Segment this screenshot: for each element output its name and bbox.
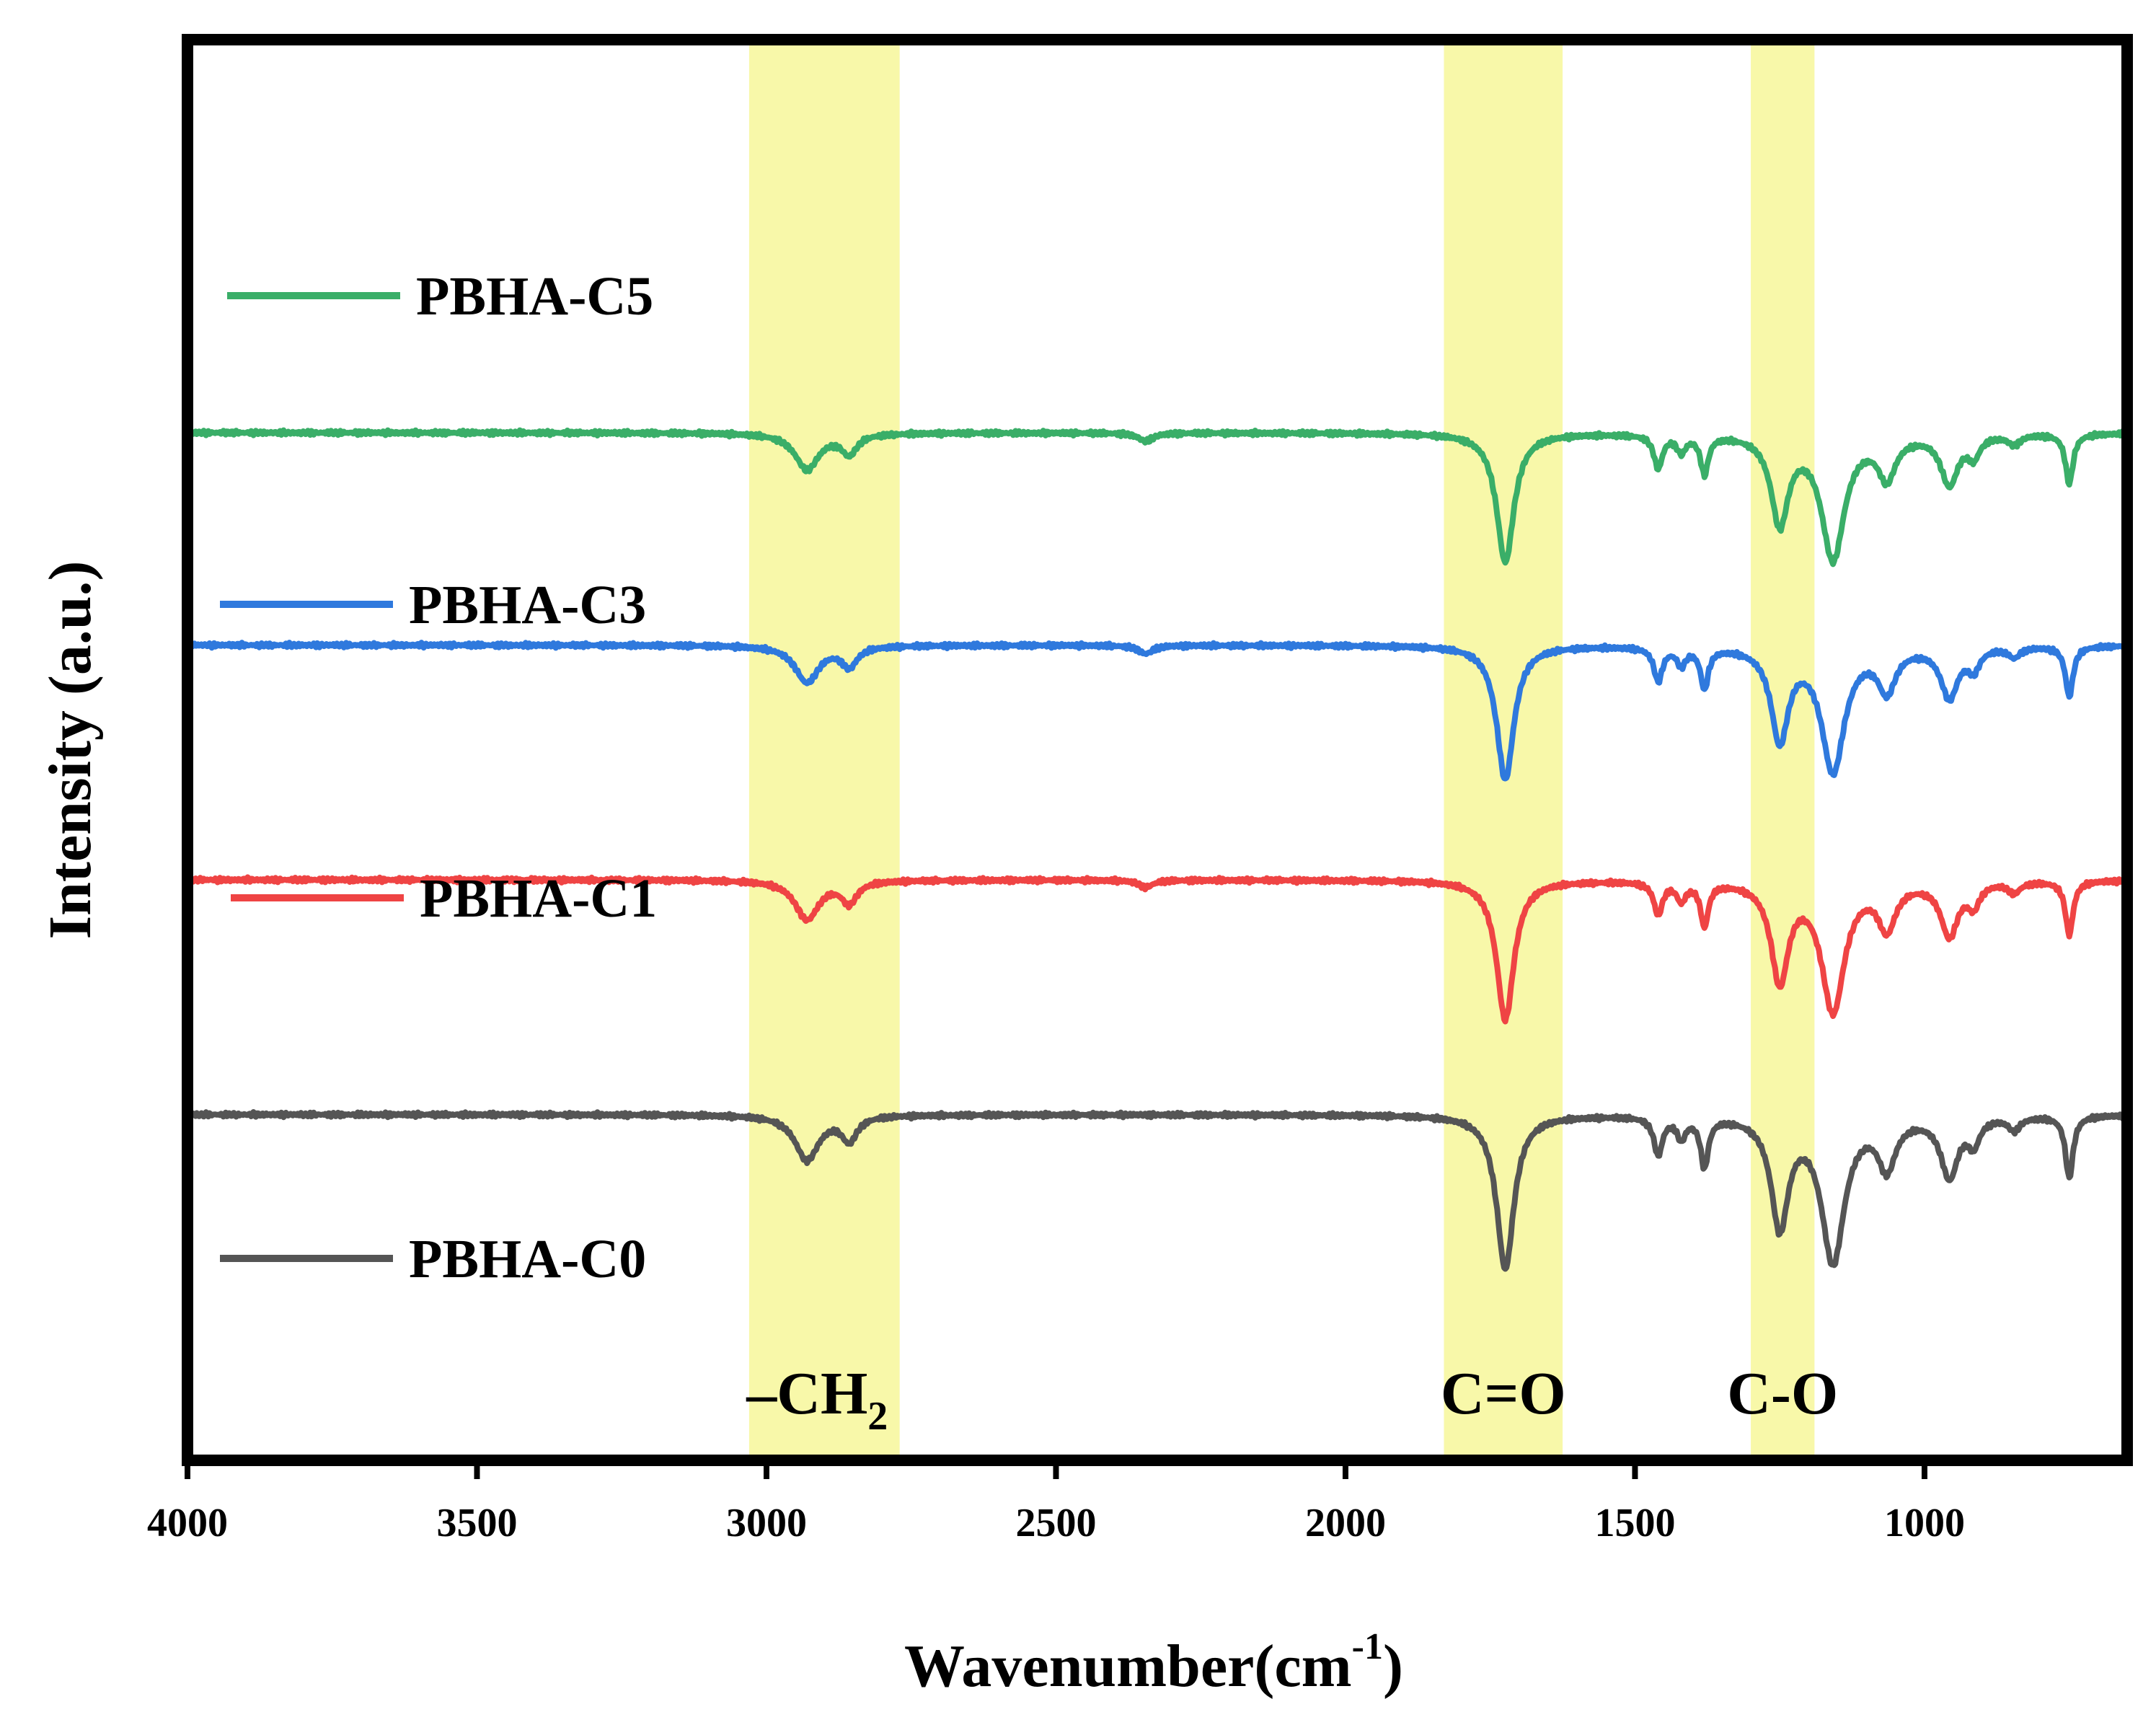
x-axis-title-close: ) xyxy=(1383,1633,1403,1700)
x-tick-label: 3500 xyxy=(436,1501,517,1545)
x-tick-label: 4000 xyxy=(147,1501,228,1545)
legend-entry-pbha-c5: PBHA-C5 xyxy=(227,266,653,327)
co-single-band xyxy=(1751,40,1815,1460)
co-double-band xyxy=(1444,40,1563,1460)
series-line-pbha-c5 xyxy=(185,427,2129,568)
x-axis-title-main: Wavenumber(cm xyxy=(904,1633,1352,1700)
y-axis-title: Intensity (a.u.) xyxy=(37,560,104,939)
highlight-bands xyxy=(748,40,1815,1460)
legend-entry-pbha-c0: PBHA-C0 xyxy=(220,1229,646,1289)
co-double-band-label: C=O xyxy=(1441,1360,1566,1427)
co-single-band-label-text: C-O xyxy=(1727,1360,1838,1427)
ch2-band-label-subscript: 2 xyxy=(867,1394,888,1439)
legend-label: PBHA-C5 xyxy=(416,266,653,327)
x-axis-title-superscript: -1 xyxy=(1352,1626,1383,1667)
legend-label: PBHA-C3 xyxy=(409,575,646,635)
legend-entry-pbha-c3: PBHA-C3 xyxy=(220,575,646,635)
series-line-pbha-c3 xyxy=(185,640,2129,782)
x-axis: 4000 3500 3000 2500 2000 1500 1000 xyxy=(147,1460,1965,1545)
co-double-band-label-text: C=O xyxy=(1441,1360,1566,1427)
legend-entry-pbha-c1: PBHA-C1 xyxy=(231,868,657,929)
x-tick-label: 2000 xyxy=(1305,1501,1386,1545)
legend-label: PBHA-C0 xyxy=(409,1229,646,1289)
plot-frame xyxy=(182,34,2133,1466)
legend-label: PBHA-C1 xyxy=(420,868,657,929)
co-single-band-label: C-O xyxy=(1727,1360,1838,1427)
series-line-pbha-c1 xyxy=(185,874,2129,1025)
x-tick-label: 2500 xyxy=(1015,1501,1096,1545)
legend: PBHA-C5 PBHA-C3 PBHA-C1 PBHA-C0 xyxy=(220,266,657,1289)
series-line-pbha-c0 xyxy=(185,1109,2129,1272)
spectra-series xyxy=(185,427,2129,1272)
x-tick-label: 3000 xyxy=(726,1501,807,1545)
ch2-band xyxy=(748,40,900,1460)
x-tick-label: 1000 xyxy=(1884,1501,1965,1545)
ch2-band-label: –CH2 xyxy=(746,1360,888,1439)
x-tick-label: 1500 xyxy=(1594,1501,1675,1545)
ch2-band-label-text: –CH xyxy=(746,1360,867,1427)
band-labels: –CH2 C=O C-O xyxy=(746,1360,1838,1439)
x-axis-title: Wavenumber(cm-1) xyxy=(904,1626,1403,1700)
